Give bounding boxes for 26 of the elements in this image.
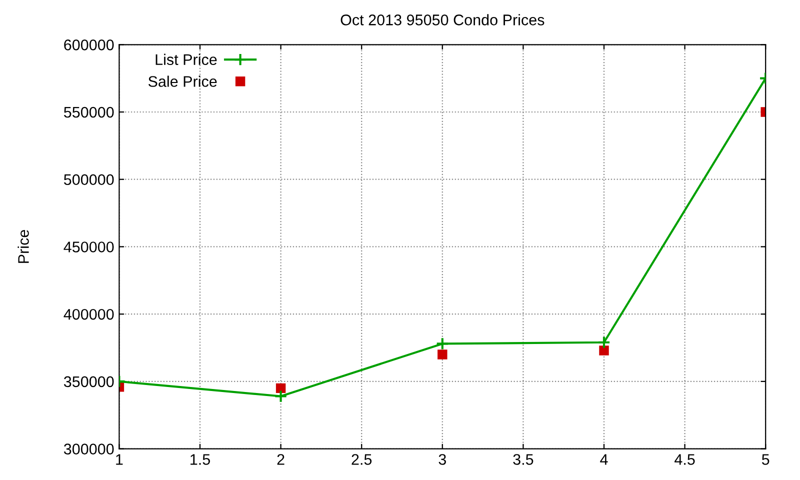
y-tick-label: 400000: [64, 308, 114, 320]
x-tick-label: 1.5: [190, 454, 210, 465]
x-tick-label: 4: [600, 454, 608, 465]
point: [436, 337, 449, 350]
point: [274, 390, 288, 403]
y-tick-label: 500000: [64, 174, 114, 186]
x-tick-label: 3: [438, 454, 446, 465]
y-tick-label: 600000: [64, 40, 114, 50]
legend-label: Sale Price: [148, 76, 217, 87]
x-tick-label: 5: [762, 454, 770, 465]
y-tick-label: 550000: [64, 106, 114, 118]
x-tick-label: 2.5: [352, 454, 372, 465]
y-axis-title: Price: [18, 230, 29, 263]
x-tick-label: 1: [116, 454, 123, 465]
point: [597, 336, 611, 349]
y-tick-label: 300000: [64, 444, 114, 454]
legend-label: List Price: [156, 54, 217, 66]
y-tick-label: 450000: [64, 242, 114, 252]
x-tick-label: 3.5: [513, 454, 534, 465]
x-tick-label: 4.5: [674, 454, 695, 465]
y-tick-label: 350000: [64, 376, 114, 388]
point: [438, 350, 448, 360]
point: [599, 346, 609, 356]
point: [276, 383, 286, 394]
chart-title: Oct 2013 95050 Condo Prices: [340, 14, 544, 26]
x-tick-label: 2: [277, 454, 284, 465]
